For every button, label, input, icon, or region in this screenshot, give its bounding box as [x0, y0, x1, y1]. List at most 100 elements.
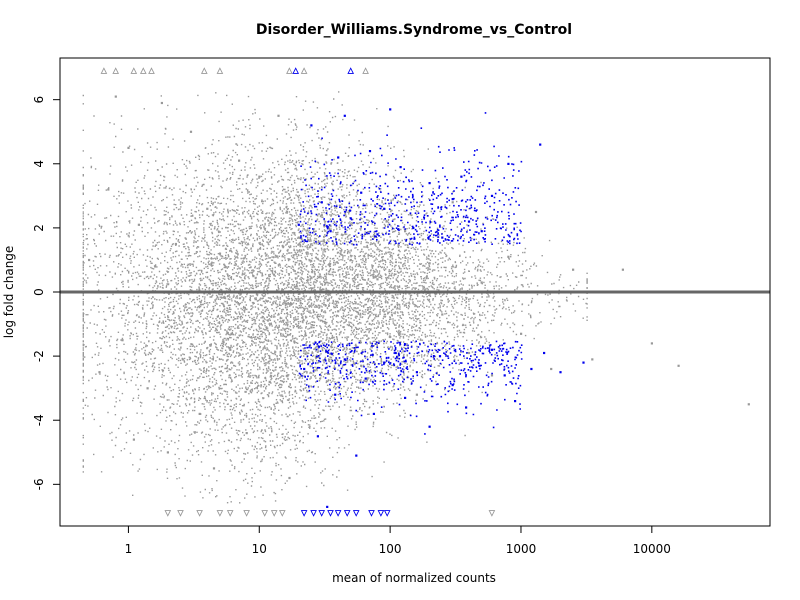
- clipped-point-triangle: [343, 510, 351, 517]
- significant-point: [480, 230, 483, 233]
- significant-point: [399, 166, 402, 169]
- point: [451, 201, 454, 204]
- data-points: [88, 67, 750, 517]
- significant-point: [582, 361, 585, 364]
- y-tick-label: 4: [32, 160, 46, 168]
- point: [137, 223, 140, 226]
- clipped-point-triangle: [278, 510, 286, 517]
- point: [337, 310, 340, 313]
- y-tick-label: 6: [32, 96, 46, 104]
- point: [507, 255, 510, 258]
- clipped-point-triangle: [216, 67, 224, 74]
- x-tick-label: 100: [379, 542, 402, 556]
- clipped-point-triangle: [148, 67, 155, 74]
- x-tick-label: 1: [125, 542, 133, 556]
- point: [480, 281, 483, 284]
- x-tick-label: 1000: [506, 542, 537, 556]
- point: [88, 258, 91, 262]
- clipped-point-triangle: [383, 510, 391, 517]
- point: [520, 332, 523, 335]
- point: [252, 275, 255, 278]
- significant-point: [343, 114, 346, 117]
- point: [288, 476, 291, 480]
- point: [189, 130, 193, 133]
- significant-point: [539, 143, 542, 146]
- significant-point: [383, 361, 386, 364]
- point: [121, 339, 124, 342]
- clipped-point-triangle: [100, 67, 108, 74]
- clipped-point-triangle: [377, 510, 385, 517]
- point: [212, 467, 216, 470]
- clipped-point-triangle: [300, 67, 308, 74]
- point: [181, 358, 184, 361]
- significant-point: [465, 406, 468, 409]
- significant-point: [559, 371, 562, 374]
- clipped-point-triangle: [243, 510, 250, 517]
- significant-point: [303, 367, 306, 371]
- clipped-point-triangle: [130, 67, 138, 74]
- significant-point: [490, 194, 494, 197]
- point: [428, 262, 431, 265]
- significant-point: [490, 348, 494, 351]
- point: [376, 278, 379, 281]
- significant-point: [404, 396, 407, 399]
- point: [591, 358, 594, 361]
- y-tick-label: -2: [32, 350, 46, 362]
- y-axis: -6 -4 -2 0 2 4 6: [32, 96, 61, 490]
- clipped-point-triangle: [318, 510, 326, 517]
- clipped-point-triangle: [327, 510, 334, 517]
- clipped-point-triangle: [368, 510, 375, 517]
- significant-point: [383, 207, 386, 210]
- significant-point: [364, 377, 367, 380]
- point: [277, 114, 280, 117]
- point: [310, 326, 313, 329]
- point: [166, 451, 169, 454]
- point: [107, 188, 110, 191]
- significant-point: [441, 236, 444, 239]
- significant-point: [389, 108, 392, 111]
- significant-point: [368, 150, 372, 153]
- clipped-point-triangle: [139, 67, 147, 74]
- significant-point: [349, 217, 352, 220]
- significant-point: [507, 162, 510, 165]
- clipped-point-triangle: [200, 67, 208, 74]
- point: [415, 393, 418, 396]
- point: [198, 412, 201, 415]
- point: [747, 403, 750, 406]
- x-axis-label: mean of normalized counts: [332, 571, 496, 585]
- significant-point: [360, 191, 363, 194]
- x-axis: 1 10 100 1000 10000: [125, 525, 671, 556]
- significant-point: [467, 220, 471, 223]
- point: [218, 252, 222, 255]
- point: [229, 348, 232, 351]
- point: [114, 95, 117, 98]
- point: [389, 335, 392, 339]
- point: [360, 364, 363, 367]
- significant-point: [412, 226, 415, 230]
- point: [621, 268, 624, 271]
- significant-point: [337, 156, 340, 159]
- clipped-point-triangle: [226, 510, 234, 517]
- significant-point: [343, 358, 346, 361]
- clipped-point-triangle: [177, 510, 184, 517]
- clipped-point-triangle: [334, 510, 342, 517]
- x-tick-label: 10000: [633, 542, 671, 556]
- point: [441, 313, 444, 316]
- significant-point: [428, 182, 431, 185]
- point: [238, 159, 241, 162]
- point: [160, 101, 163, 105]
- significant-point: [310, 124, 313, 127]
- clipped-point-triangle: [362, 67, 369, 74]
- y-tick-label: -6: [32, 478, 46, 490]
- point: [98, 371, 101, 374]
- point: [206, 207, 209, 210]
- point: [534, 210, 538, 214]
- clipped-point-triangle: [196, 510, 203, 517]
- point: [245, 432, 248, 435]
- significant-point: [326, 505, 329, 508]
- y-tick-label: 0: [32, 288, 46, 296]
- point: [146, 387, 149, 390]
- significant-point: [415, 371, 418, 374]
- clipped-point-triangle: [300, 510, 308, 517]
- point: [572, 268, 575, 271]
